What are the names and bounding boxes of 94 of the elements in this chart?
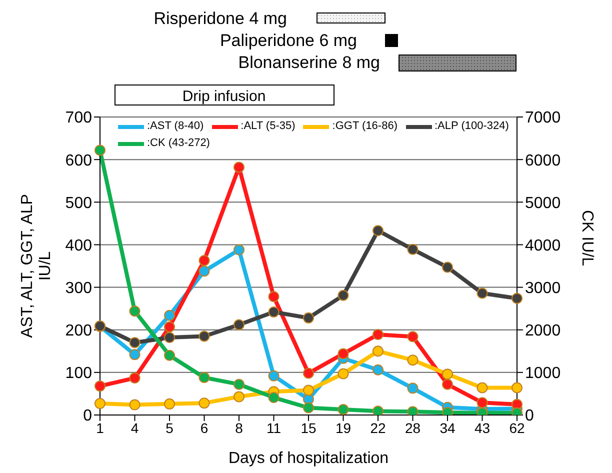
point	[268, 306, 280, 318]
x-tick-label: 62	[509, 420, 525, 436]
point	[94, 398, 106, 410]
y-tick-label: 600	[65, 152, 92, 170]
legend-label: :AST (8-40)	[147, 120, 204, 133]
point	[94, 380, 106, 392]
point	[164, 310, 175, 321]
y2-tick-label: 3000	[525, 280, 561, 297]
point	[164, 398, 175, 410]
y2-tick-label: 1000	[525, 365, 561, 382]
point	[164, 332, 175, 344]
point	[198, 330, 210, 342]
point	[268, 370, 280, 382]
point	[442, 368, 453, 380]
legend-label: :GGT (16-86)	[332, 120, 398, 133]
y2-tick-label: 2000	[525, 322, 561, 340]
point	[338, 404, 349, 415]
x-tick-label: 5	[166, 420, 174, 436]
point	[476, 397, 488, 408]
y2-tick-label: 6000	[525, 152, 561, 170]
point	[129, 306, 140, 317]
point	[129, 337, 140, 348]
point	[372, 406, 384, 415]
point	[338, 290, 349, 301]
point	[234, 319, 244, 330]
y-tick-label: 500	[65, 194, 92, 212]
point	[198, 398, 210, 409]
point	[234, 162, 244, 173]
point	[234, 391, 244, 402]
x-tick-label: 43	[474, 420, 490, 436]
point	[442, 378, 453, 390]
point	[303, 402, 314, 414]
x-tick-label: 11	[266, 420, 282, 436]
point	[476, 382, 488, 394]
point	[476, 288, 488, 299]
point	[198, 254, 210, 266]
y2-tick-label: 4000	[525, 237, 561, 254]
point	[94, 144, 106, 156]
x-tick-label: 1	[96, 420, 104, 436]
point	[407, 354, 418, 366]
y-tick-label: 700	[65, 110, 92, 127]
y2-axis-title: CK IU/L	[578, 210, 596, 266]
x-axis-title: Days of hospitalization	[228, 450, 389, 467]
legend-label: :CK (43-272)	[147, 137, 210, 150]
point	[407, 406, 418, 415]
point	[407, 331, 418, 342]
x-tick-label: 22	[370, 420, 386, 436]
point	[303, 384, 314, 396]
point	[372, 329, 384, 340]
legend-label: :ALP (100-324)	[434, 120, 509, 133]
point	[198, 266, 210, 277]
point	[372, 364, 384, 376]
x-tick-label: 6	[200, 420, 208, 436]
y-tick-label: 400	[65, 237, 92, 254]
x-tick-label: 4	[130, 420, 139, 436]
x-tick-label: 8	[235, 420, 244, 436]
x-tick-label: 34	[440, 420, 456, 436]
point	[268, 291, 280, 302]
point	[372, 225, 384, 236]
point	[407, 244, 418, 255]
y-axis-title: AST, ALT, GGT, ALP IU/L	[19, 194, 54, 338]
point	[129, 349, 140, 360]
text: Paliperidone 6 mg	[220, 31, 357, 50]
x-tick-label: 19	[335, 420, 352, 436]
legend-label: :ALT (5-35)	[240, 120, 296, 133]
y2-tick-label: 0	[525, 408, 534, 425]
point	[303, 312, 314, 324]
point	[303, 368, 314, 379]
y-tick-label: 0	[83, 408, 92, 425]
point	[512, 382, 522, 394]
y-tick-label: 300	[65, 280, 92, 297]
point	[234, 244, 244, 256]
y2-tick-label: 5000	[525, 194, 561, 212]
point	[442, 262, 453, 273]
x-tick-label: 15	[300, 420, 316, 436]
text: Risperidone 4 mg	[154, 9, 287, 28]
text: Drip infusion	[182, 88, 266, 105]
point	[407, 382, 418, 394]
point	[129, 372, 140, 384]
point	[338, 348, 349, 360]
y-tick-label: 100	[65, 365, 92, 382]
point	[234, 378, 244, 390]
point	[338, 368, 349, 380]
point	[164, 321, 175, 332]
point	[512, 292, 522, 304]
x-tick-label: 28	[404, 420, 421, 436]
point	[372, 346, 384, 357]
point	[164, 350, 175, 361]
y2-tick-label: 7000	[525, 110, 561, 127]
point	[198, 372, 210, 384]
point	[129, 399, 140, 410]
text: Blonanserine 8 mg	[238, 53, 380, 72]
point	[268, 392, 280, 404]
y-tick-label: 200	[65, 322, 92, 340]
